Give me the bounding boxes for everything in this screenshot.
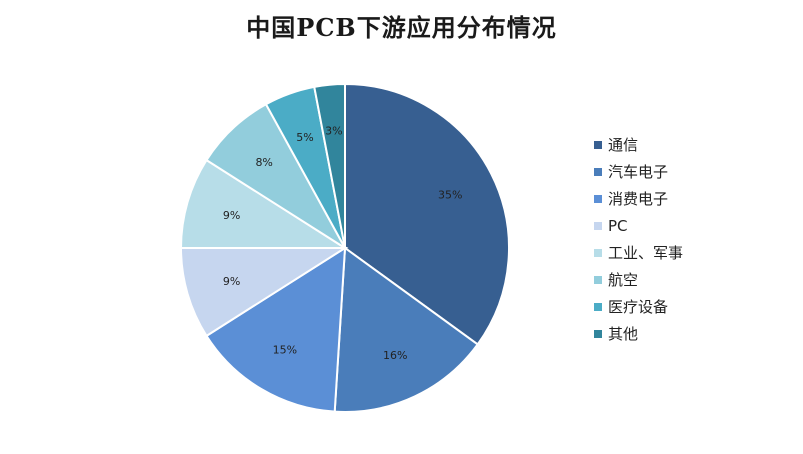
legend: 通信 汽车电子 消费电子 PC 工业、军事 航空 医疗设备 其他 [594,131,683,347]
legend-swatch [594,140,602,149]
pie-slice [313,82,346,249]
slice-label: 8% [255,156,272,169]
legend-label: PC [608,216,628,235]
legend-item: 医疗设备 [594,293,683,320]
legend-item: 航空 [594,266,683,293]
legend-swatch [594,221,602,230]
legend-swatch [594,329,602,338]
slice-label: 3% [325,124,342,137]
legend-item: 工业、军事 [594,239,683,266]
legend-swatch [594,302,602,311]
chart-title: 中国PCB下游应用分布情况 [246,13,557,42]
pie-slice [205,246,347,413]
legend-label: 其他 [608,325,639,343]
legend-swatch [594,194,602,203]
legend-label: 汽车电子 [608,163,669,181]
legend-label: 通信 [608,136,639,154]
pie-slice [333,246,480,413]
legend-item: 通信 [594,131,683,158]
legend-item: 消费电子 [594,185,683,212]
legend-swatch [594,275,602,284]
legend-label: 工业、军事 [608,244,684,262]
pie-slice [344,82,510,346]
legend-swatch [594,248,602,257]
legend-swatch [594,167,602,176]
legend-label: 消费电子 [608,190,669,208]
legend-label: 航空 [608,271,639,289]
legend-item: PC [594,212,683,239]
slice-label: 16% [383,349,407,362]
legend-item: 其他 [594,320,683,347]
legend-label: 医疗设备 [608,298,669,316]
pie-slice [179,247,349,338]
slice-label: 35% [438,188,462,201]
legend-item: 汽车电子 [594,158,683,185]
slice-label: 9% [223,209,240,222]
slice-label: 15% [273,344,297,357]
slice-label: 9% [223,275,240,288]
pie-slice [179,158,349,249]
slice-label: 5% [296,131,313,144]
